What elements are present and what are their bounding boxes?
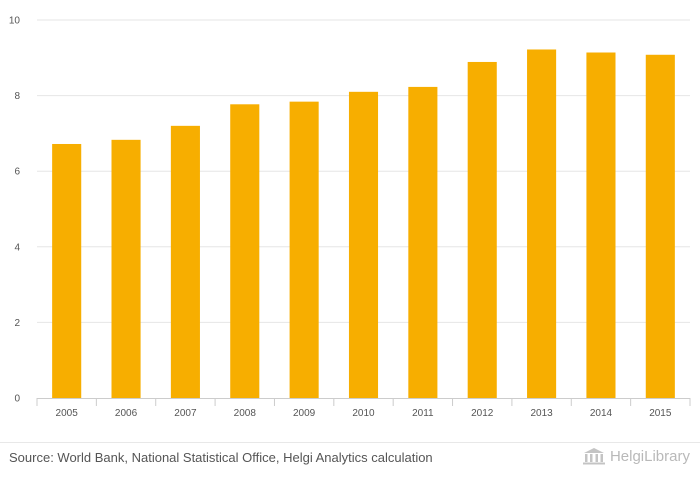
bar [348, 91, 379, 398]
library-building-icon [582, 448, 605, 465]
y-axis-tick-labels: 0 2 4 6 8 10 [9, 16, 21, 405]
brand-name: HelgiLibrary [609, 447, 690, 465]
x-tick-label: 2014 [590, 408, 613, 419]
y-tick-label: 4 [14, 242, 20, 253]
x-tick-label: 2005 [56, 408, 79, 419]
bar [289, 101, 319, 398]
bar [170, 125, 200, 398]
y-tick-label: 10 [9, 16, 21, 27]
x-tick-label: 2015 [649, 408, 672, 419]
x-axis [36, 398, 691, 406]
bar [467, 61, 497, 398]
brand-logo[interactable]: HelgiLibrary [582, 447, 690, 465]
y-tick-label: 6 [14, 167, 20, 178]
bar [527, 49, 557, 398]
bar [408, 86, 438, 398]
y-tick-label: 0 [14, 394, 20, 405]
x-tick-label: 2010 [352, 408, 375, 419]
y-tick-label: 2 [14, 318, 20, 329]
x-tick-label: 2008 [234, 408, 257, 419]
bars [52, 49, 675, 399]
bar-chart: 0 2 4 6 8 10 2005 2006 2007 2008 2009 2010 2011 2012… [9, 16, 691, 419]
x-tick-label: 2009 [293, 408, 316, 419]
bar [586, 52, 616, 399]
footer-divider [0, 442, 700, 443]
bar [645, 54, 675, 398]
x-tick-label: 2011 [412, 408, 434, 419]
bar [111, 139, 141, 399]
x-tick-label: 2007 [174, 408, 197, 419]
x-tick-label: 2013 [530, 408, 553, 419]
bar [230, 104, 260, 398]
x-tick-label: 2012 [471, 408, 494, 419]
x-axis-tick-labels: 2005 2006 2007 2008 2009 2010 2011 2012 2013 2014… [56, 408, 672, 419]
y-tick-label: 8 [14, 91, 20, 102]
source-note: Source: World Bank, National Statistical… [9, 450, 433, 465]
bar [52, 143, 82, 398]
x-tick-label: 2006 [115, 408, 138, 419]
